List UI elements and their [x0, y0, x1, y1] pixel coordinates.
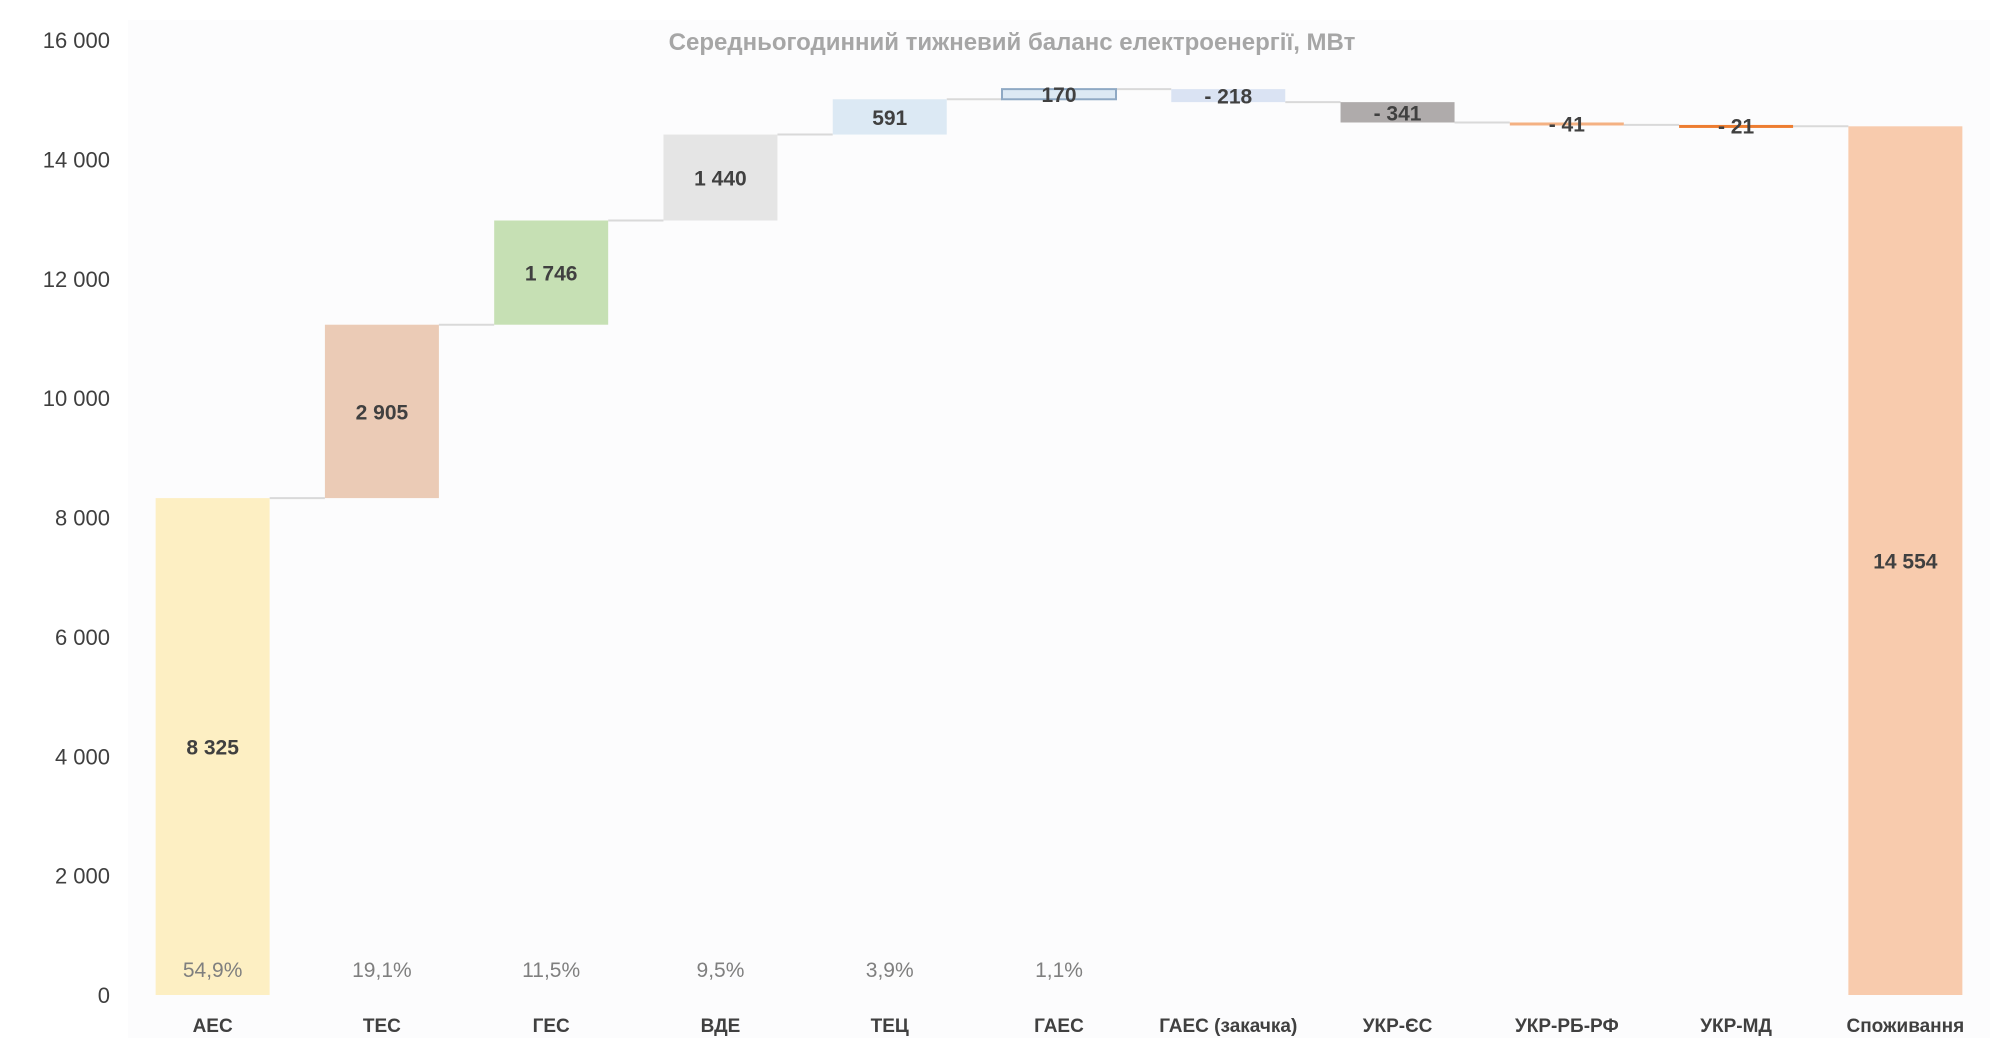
x-tick-label: УКР-ЄС — [1363, 1016, 1433, 1037]
connector-lines — [269, 88, 1849, 500]
percent-label: 19,1% — [352, 959, 412, 982]
y-tick-label: 8 000 — [55, 506, 110, 531]
value-label: 2 905 — [356, 401, 409, 424]
x-tick-label: ГАЕС (закачка) — [1159, 1016, 1297, 1037]
value-label: 1 440 — [694, 168, 747, 191]
bar-ВДЕ — [663, 134, 778, 221]
value-label: 170 — [1041, 84, 1076, 107]
chart-title: Середньогодинний тижневий баланс електро… — [669, 29, 1356, 56]
y-tick-label: 6 000 — [55, 625, 110, 650]
value-label: - 341 — [1374, 102, 1422, 125]
x-tick-label: УКР-РБ-РФ — [1515, 1016, 1619, 1037]
value-label: 8 325 — [186, 737, 239, 760]
percent-label: 11,5% — [522, 959, 580, 982]
bar-ГЕС — [494, 220, 609, 325]
bar-УКР-МД — [1679, 124, 1794, 128]
x-tick-label: ВДЕ — [701, 1016, 741, 1037]
bar-Споживання — [1848, 126, 1963, 996]
y-axis: 0 2 000 4 000 6 000 8 000 10 000 12 000 14 000 1… — [43, 28, 110, 1008]
x-tick-label: УКР-МД — [1700, 1016, 1772, 1037]
x-tick-label: ТЕС — [363, 1016, 401, 1037]
x-tick-label: ТЕЦ — [871, 1016, 909, 1037]
y-tick-label: 2 000 — [55, 864, 110, 889]
percent-labels: 54,9% 19,1% 11,5% 9,5% 3,9% 1,1% — [183, 959, 1083, 982]
y-tick-label: 10 000 — [43, 386, 110, 411]
bar-УКР-РБ-РФ — [1509, 122, 1624, 126]
bar-ГАЕС — [1001, 88, 1117, 101]
bar-ТЕС — [324, 324, 439, 499]
value-label: 1 746 — [525, 263, 578, 286]
x-tick-label: ГЕС — [533, 1016, 570, 1037]
value-label: - 21 — [1718, 116, 1755, 139]
percent-label: 3,9% — [866, 959, 914, 982]
value-label: - 41 — [1549, 114, 1586, 137]
bar-АЕС — [155, 498, 270, 995]
bar-ГАЕС (закачка) — [1171, 89, 1286, 103]
bar-ТЕЦ — [832, 99, 947, 135]
y-tick-label: 14 000 — [43, 147, 110, 172]
x-tick-label: АЕС — [193, 1016, 233, 1037]
value-label: 14 554 — [1873, 551, 1938, 574]
percent-label: 54,9% — [183, 959, 243, 982]
bars — [155, 88, 1963, 996]
x-axis: АЕС ТЕС ГЕС ВДЕ ТЕЦ ГАЕС ГАЕС (закачка) УКР-ЄС У… — [193, 1016, 1965, 1037]
x-tick-label: Споживання — [1846, 1016, 1964, 1037]
value-label: - 218 — [1204, 86, 1252, 109]
percent-label: 9,5% — [697, 959, 745, 982]
y-tick-label: 0 — [98, 983, 110, 1008]
x-tick-label: ГАЕС — [1034, 1016, 1084, 1037]
plot-area — [128, 20, 1990, 1038]
percent-label: 1,1% — [1035, 959, 1083, 982]
value-label: 591 — [872, 107, 907, 130]
bar-УКР-ЄС — [1340, 102, 1455, 123]
value-labels: 8 325 2 905 1 746 1 440 591 170 - 218 - 341 - 41… — [186, 84, 1937, 759]
y-tick-label: 16 000 — [43, 28, 110, 53]
y-tick-label: 12 000 — [43, 267, 110, 292]
y-tick-label: 4 000 — [55, 744, 110, 769]
